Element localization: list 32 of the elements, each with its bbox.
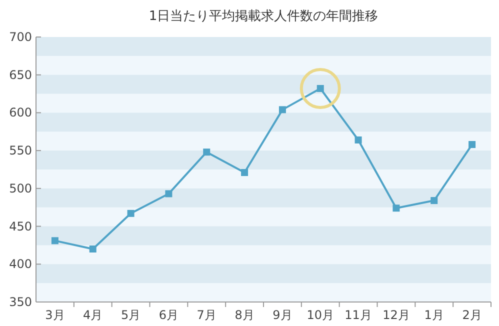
x-tick-label: 12月 [382, 308, 410, 322]
point [430, 197, 438, 204]
y-tick-label: 600 [9, 106, 32, 120]
y-tick-label: 450 [9, 219, 32, 234]
y-tick-label: 400 [9, 257, 32, 272]
point [203, 148, 210, 156]
point [392, 204, 400, 212]
x-tick-label: 4月 [83, 308, 103, 322]
y-tick-label: 350 [9, 295, 32, 309]
y-tick-label: 550 [9, 144, 32, 158]
x-tick-label: 11月 [344, 308, 372, 322]
x-tick-label: 1月 [424, 308, 444, 322]
x-tick-label: 9月 [272, 308, 292, 322]
point [51, 237, 58, 244]
point [127, 210, 134, 217]
x-tick-label: 8月 [234, 308, 254, 322]
x-tick-label: 5月 [120, 308, 141, 322]
x-tick-label: 10月 [306, 308, 334, 322]
y-tick-label: 700 [9, 30, 32, 44]
x-tick-label: 7月 [196, 308, 216, 322]
x-tick-label: 6月 [158, 308, 179, 322]
chart-title: 1日当たり平均掲載求人件数の年間推移 [148, 9, 378, 24]
point [278, 106, 286, 114]
point [165, 190, 172, 198]
y-tick-label: 500 [9, 181, 32, 196]
x-tick-label: 3月 [45, 308, 65, 322]
point [241, 169, 248, 176]
point [89, 246, 96, 252]
x-tick-label: 2月 [462, 308, 482, 322]
y-tick-label: 650 [9, 68, 32, 82]
point [468, 141, 476, 148]
point [354, 136, 362, 144]
